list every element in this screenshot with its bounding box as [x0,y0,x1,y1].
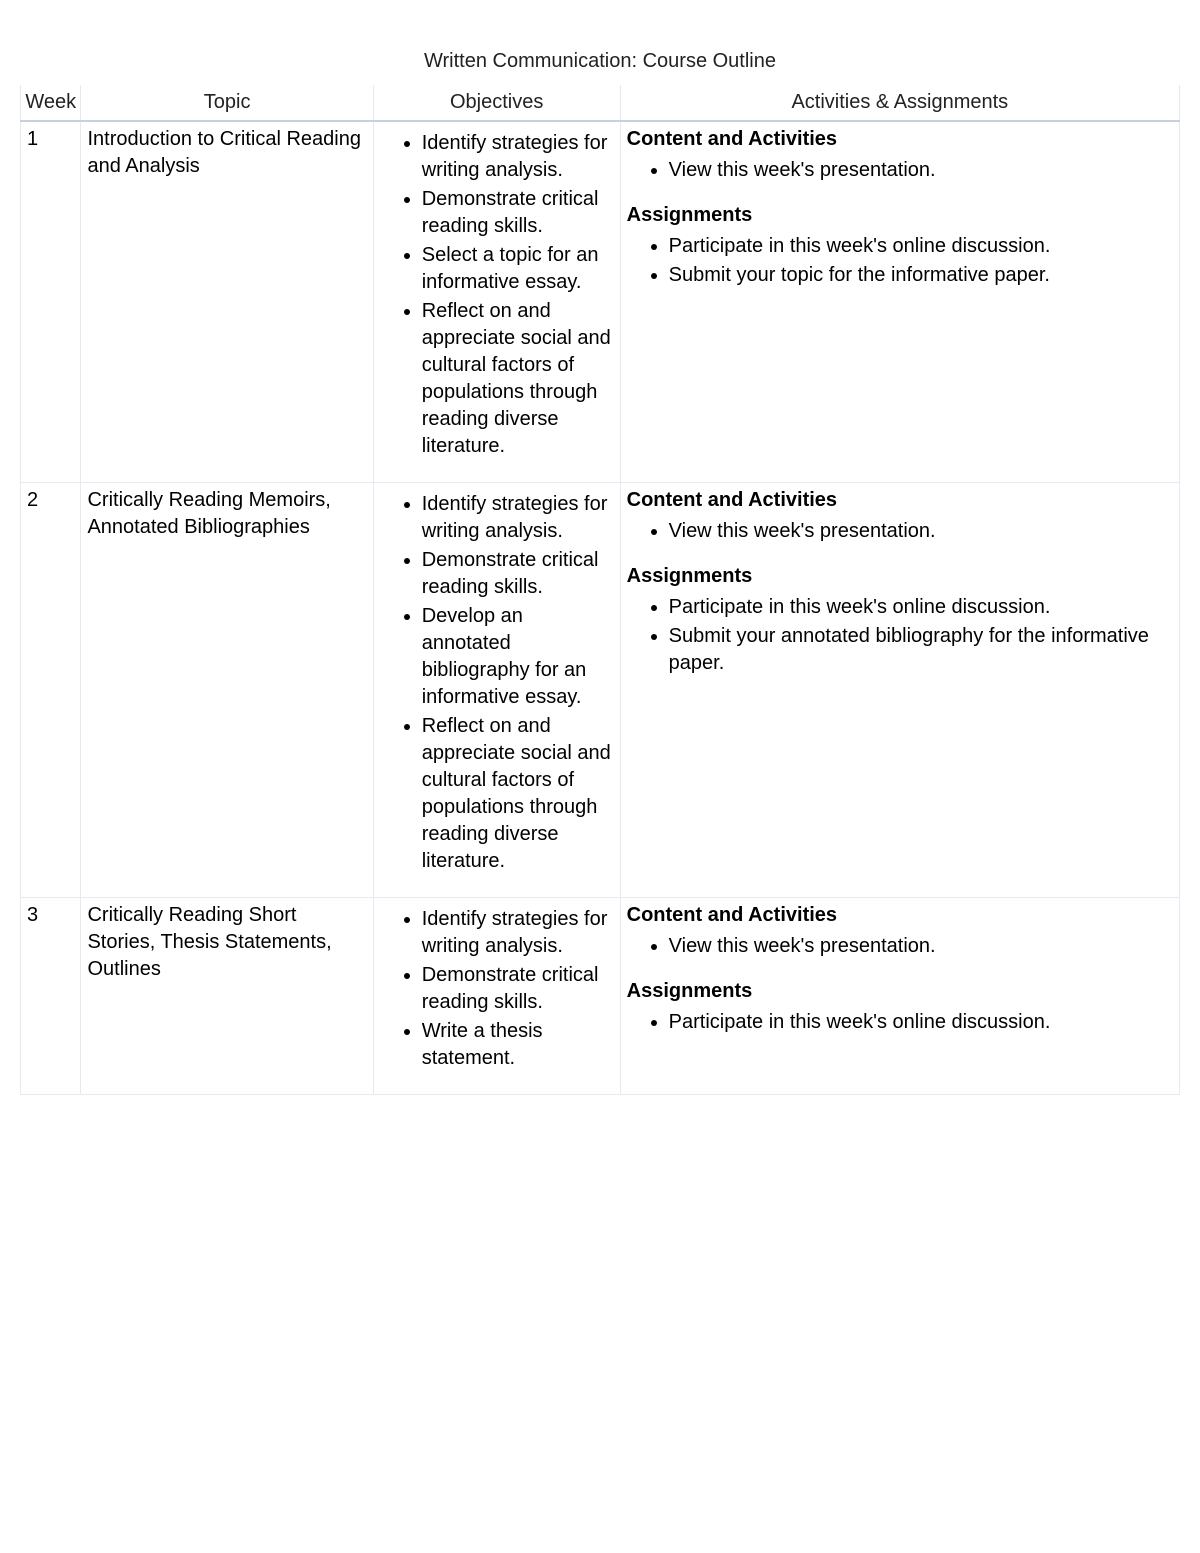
cell-week: 1 [21,121,81,483]
cell-objectives: Identify strategies for writing analysis… [373,483,620,898]
assignments-heading: Assignments [627,563,1173,590]
col-activities: Activities & Assignments [620,85,1179,121]
list-item: Identify strategies for writing analysis… [422,491,614,545]
list-item: Select a topic for an informative essay. [422,242,614,296]
assignments-list: Participate in this week's online discus… [627,233,1173,289]
list-item: View this week's presentation. [669,933,1173,960]
list-item: Submit your topic for the informative pa… [669,262,1173,289]
cell-activities: Content and Activities View this week's p… [620,898,1179,1095]
content-list: View this week's presentation. [627,157,1173,184]
col-topic: Topic [81,85,373,121]
list-item: View this week's presentation. [669,518,1173,545]
table-row: 2Critically Reading Memoirs, Annotated B… [21,483,1180,898]
assignments-heading: Assignments [627,202,1173,229]
list-item: Develop an annotated bibliography for an… [422,603,614,711]
col-week: Week [21,85,81,121]
table-row: 1Introduction to Critical Reading and An… [21,121,1180,483]
assignments-list: Participate in this week's online discus… [627,1009,1173,1036]
table-header: Week Topic Objectives Activities & Assig… [21,85,1180,121]
cell-topic: Introduction to Critical Reading and Ana… [81,121,373,483]
objectives-list: Identify strategies for writing analysis… [380,491,614,875]
list-item: Reflect on and appreciate social and cul… [422,298,614,460]
cell-topic: Critically Reading Memoirs, Annotated Bi… [81,483,373,898]
content-activities-heading: Content and Activities [627,487,1173,514]
list-item: Participate in this week's online discus… [669,1009,1173,1036]
list-item: Demonstrate critical reading skills. [422,547,614,601]
cell-activities: Content and Activities View this week's p… [620,121,1179,483]
content-list: View this week's presentation. [627,518,1173,545]
list-item: Submit your annotated bibliography for t… [669,623,1173,677]
content-activities-heading: Content and Activities [627,126,1173,153]
list-item: Identify strategies for writing analysis… [422,130,614,184]
cell-objectives: Identify strategies for writing analysis… [373,121,620,483]
list-item: Write a thesis statement. [422,1018,614,1072]
page-title: Written Communication: Course Outline [20,50,1180,73]
cell-activities: Content and Activities View this week's p… [620,483,1179,898]
list-item: Demonstrate critical reading skills. [422,962,614,1016]
cell-week: 2 [21,483,81,898]
assignments-list: Participate in this week's online discus… [627,594,1173,677]
list-item: Reflect on and appreciate social and cul… [422,713,614,875]
cell-objectives: Identify strategies for writing analysis… [373,898,620,1095]
course-outline-table: Week Topic Objectives Activities & Assig… [20,85,1180,1095]
cell-week: 3 [21,898,81,1095]
table-row: 3Critically Reading Short Stories, Thesi… [21,898,1180,1095]
col-objectives: Objectives [373,85,620,121]
list-item: Identify strategies for writing analysis… [422,906,614,960]
list-item: Demonstrate critical reading skills. [422,186,614,240]
content-list: View this week's presentation. [627,933,1173,960]
table-body: 1Introduction to Critical Reading and An… [21,121,1180,1095]
objectives-list: Identify strategies for writing analysis… [380,130,614,460]
list-item: Participate in this week's online discus… [669,594,1173,621]
objectives-list: Identify strategies for writing analysis… [380,906,614,1072]
cell-topic: Critically Reading Short Stories, Thesis… [81,898,373,1095]
content-activities-heading: Content and Activities [627,902,1173,929]
list-item: Participate in this week's online discus… [669,233,1173,260]
assignments-heading: Assignments [627,978,1173,1005]
list-item: View this week's presentation. [669,157,1173,184]
